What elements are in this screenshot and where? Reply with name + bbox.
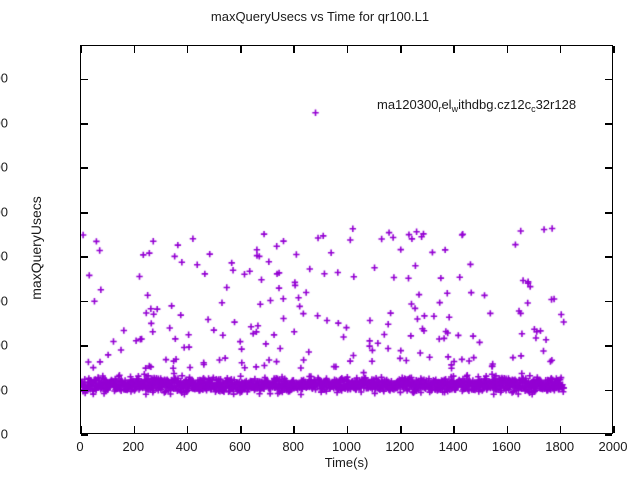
y-tick-label: 400 [0,337,8,353]
x-tick-label: 1000 [332,439,361,454]
legend-entry-label: ma120300relwithdbg.cz12cc32r128 [377,96,577,114]
y-tick-mark-right [605,211,612,214]
x-tick-mark [400,426,402,433]
scatter-plot-canvas [81,46,614,435]
y-tick-label: 1000 [0,204,8,220]
y-tick-label: 1400 [0,115,8,131]
x-tick-label: 800 [282,439,305,454]
y-tick-label: 200 [0,382,8,398]
y-tick-mark-right [605,345,612,347]
x-tick-label: 1800 [545,439,575,454]
x-tick-mark [613,426,615,433]
plot-area: ma120300relwithdbg.cz12cc32r128 [80,45,615,436]
y-tick-mark-right [605,256,612,258]
x-tick-mark [186,426,189,433]
x-tick-mark [506,426,509,433]
x-tick-mark [453,426,455,433]
y-tick-mark [81,256,88,258]
x-tick-mark-top [453,46,455,53]
y-tick-label: 1200 [0,159,8,175]
x-tick-label: 400 [175,439,198,454]
x-tick-mark-top [506,46,509,53]
y-axis-label: maxQueryUsecs [28,196,44,300]
x-tick-mark [346,426,349,433]
chart-title: maxQueryUsecs vs Time for qr100.L1 [210,9,430,24]
x-tick-label: 2000 [598,439,628,454]
x-tick-label: 1400 [438,439,468,454]
y-tick-mark [81,167,88,170]
x-tick-label: 200 [122,439,145,454]
y-tick-mark [81,300,88,303]
y-tick-mark [81,389,88,392]
y-tick-label: 600 [0,293,8,309]
y-tick-mark-right [605,389,612,392]
x-tick-mark [80,426,82,433]
x-tick-mark-top [346,46,349,53]
y-tick-label: 800 [0,248,8,264]
y-tick-mark-right [605,434,612,436]
x-tick-mark-top [293,46,295,53]
x-axis-label: Time(s) [324,455,369,470]
x-tick-mark-top [80,46,82,53]
y-tick-mark [81,78,88,81]
x-tick-mark-top [186,46,189,53]
y-tick-label: 1600 [0,70,8,86]
x-tick-mark-top [559,46,562,53]
x-tick-label: 1600 [491,439,521,454]
x-tick-mark [293,426,295,433]
y-tick-mark [81,211,88,214]
y-tick-mark [81,123,88,125]
x-tick-label: 600 [229,439,251,454]
y-tick-mark-right [605,123,612,125]
x-tick-mark-top [613,46,615,53]
x-tick-mark-top [133,46,136,53]
x-tick-mark [559,426,562,433]
y-tick-mark-right [605,78,612,81]
x-tick-mark-top [240,46,242,53]
legend: ma120300relwithdbg.cz12cc32r128 [377,94,576,114]
x-tick-label: 0 [76,439,84,454]
y-tick-mark [81,345,88,347]
x-tick-mark [133,426,136,433]
x-tick-mark-top [400,46,402,53]
x-tick-mark [240,426,242,433]
y-tick-label: 0 [0,426,8,442]
x-tick-label: 1200 [385,439,415,454]
y-tick-mark-right [605,300,612,303]
y-tick-mark-right [605,167,612,170]
y-tick-mark [81,434,88,436]
